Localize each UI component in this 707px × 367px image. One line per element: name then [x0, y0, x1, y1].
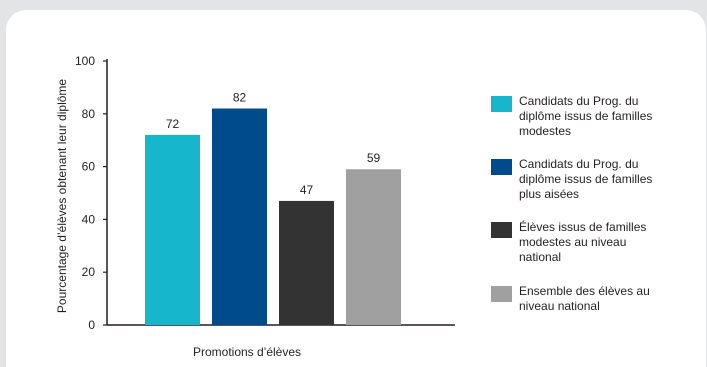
- bar: [279, 200, 334, 325]
- data-label: 59: [367, 151, 381, 165]
- legend-swatch: [491, 159, 512, 175]
- legend-label: Candidats du Prog. du diplôme issus de fa…: [519, 94, 652, 138]
- y-tick-label: 20: [82, 265, 96, 279]
- x-axis-title: Promotions d’élèves: [193, 345, 301, 359]
- y-tick-label: 100: [75, 54, 95, 68]
- y-tick-label: 60: [82, 160, 96, 174]
- bars: 72 82 47 59: [145, 91, 401, 326]
- data-label: 82: [233, 91, 247, 105]
- legend-swatch: [491, 286, 512, 302]
- legend-swatch: [491, 96, 512, 112]
- legend-label: Ensemble des élèves au niveau national: [519, 284, 650, 313]
- data-label: 72: [166, 117, 180, 131]
- y-tick-label: 40: [82, 212, 96, 226]
- legend-swatch: [491, 222, 512, 238]
- y-axis-title: Pourcentage d’élèves obtenant leur diplô…: [55, 79, 69, 313]
- legend: Candidats du Prog. du diplôme issus de fa…: [491, 94, 652, 313]
- bar: [145, 134, 200, 325]
- legend-label: Candidats du Prog. du diplôme issus de fa…: [519, 157, 652, 201]
- legend-label: Élèves issus de familles modestes au nive…: [519, 219, 646, 264]
- bar: [346, 169, 401, 325]
- y-tick-label: 80: [82, 107, 96, 121]
- y-tick-label: 0: [88, 318, 95, 332]
- bar: [212, 108, 267, 326]
- data-label: 47: [300, 183, 314, 197]
